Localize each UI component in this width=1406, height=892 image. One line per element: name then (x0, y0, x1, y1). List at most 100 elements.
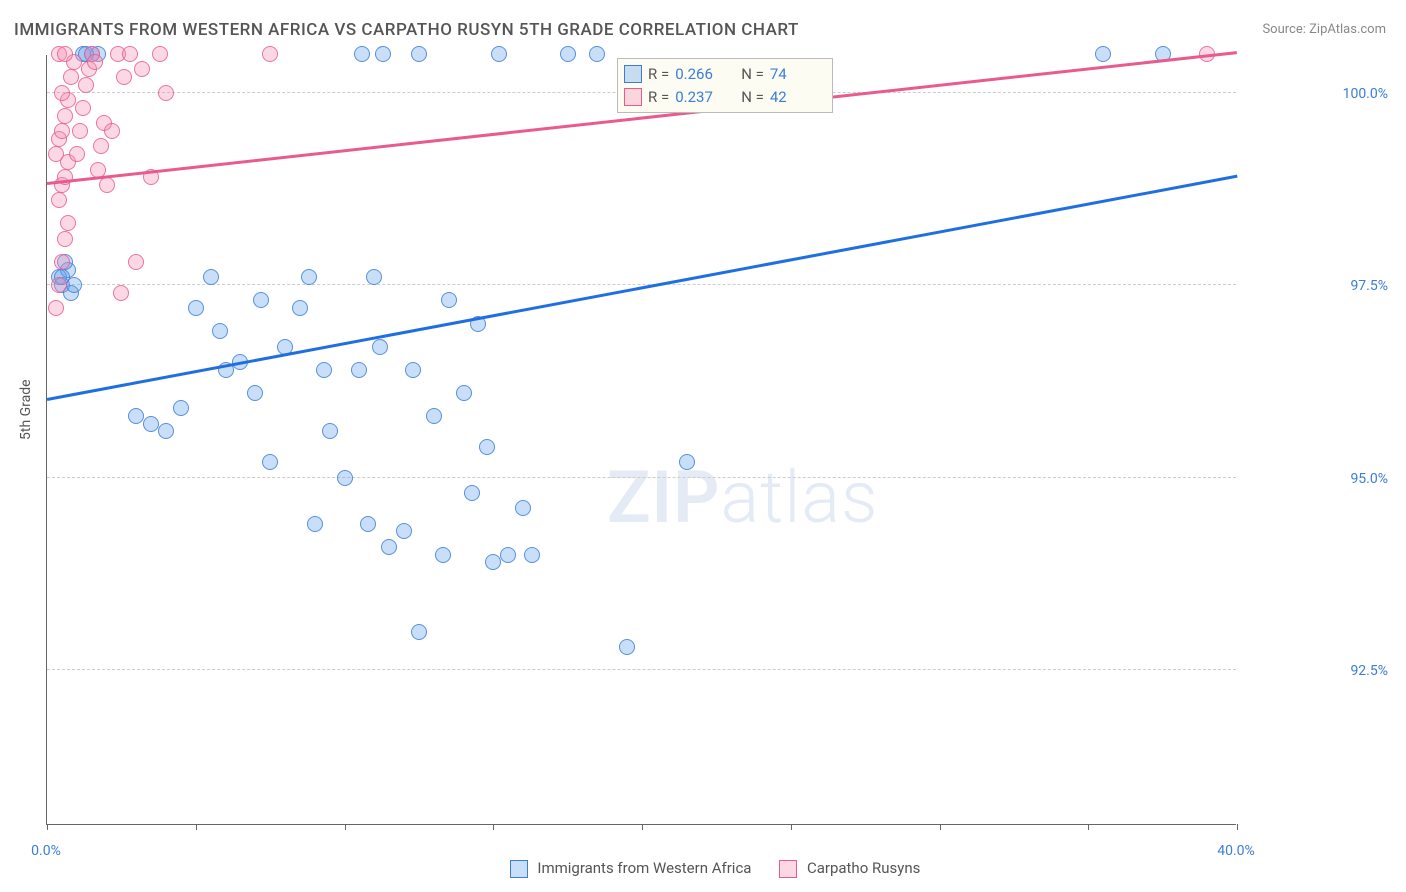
data-point (679, 454, 695, 470)
data-point (60, 215, 76, 231)
data-point (411, 624, 427, 640)
data-point (54, 254, 70, 270)
y-tick-label: 92.5% (1350, 663, 1388, 679)
n-value-series1: 74 (770, 63, 822, 86)
data-point (72, 123, 88, 139)
data-point (375, 46, 391, 62)
data-point (87, 54, 103, 70)
data-point (479, 439, 495, 455)
data-point (57, 46, 73, 62)
r-label: R = (648, 63, 669, 86)
y-tick-label: 97.5% (1350, 278, 1388, 294)
data-point (307, 516, 323, 532)
x-tick (1088, 824, 1089, 830)
data-point (188, 300, 204, 316)
watermark-bold: ZIP (607, 455, 720, 540)
r-value-series2: 0.237 (675, 86, 727, 109)
data-point (158, 85, 174, 101)
x-tick (642, 824, 643, 830)
data-point (51, 277, 67, 293)
data-point (57, 108, 73, 124)
data-point (316, 362, 332, 378)
data-point (66, 277, 82, 293)
data-point (372, 339, 388, 355)
data-point (619, 639, 635, 655)
data-point (411, 46, 427, 62)
watermark: ZIPatlas (607, 455, 879, 540)
data-point (441, 292, 457, 308)
data-point (464, 485, 480, 501)
data-point (212, 323, 228, 339)
data-point (456, 385, 472, 401)
data-point (322, 423, 338, 439)
data-point (515, 500, 531, 516)
data-point (253, 292, 269, 308)
stats-row-series2: R = 0.237 N = 42 (624, 86, 822, 109)
data-point (54, 85, 70, 101)
swatch-pink-icon (779, 860, 797, 878)
gridline (47, 477, 1236, 478)
data-point (51, 192, 67, 208)
x-tick (345, 824, 346, 830)
data-point (203, 269, 219, 285)
data-point (57, 231, 73, 247)
bottom-legend: Immigrants from Western Africa Carpatho … (0, 859, 1406, 878)
data-point (360, 516, 376, 532)
source-name: ZipAtlas.com (1309, 22, 1386, 37)
data-point (337, 470, 353, 486)
data-point (500, 547, 516, 563)
data-point (63, 69, 79, 85)
data-point (1095, 46, 1111, 62)
data-point (405, 362, 421, 378)
data-point (173, 400, 189, 416)
watermark-light: atlas (720, 455, 878, 540)
data-point (301, 269, 317, 285)
data-point (247, 385, 263, 401)
data-point (48, 146, 64, 162)
legend-series1-label: Immigrants from Western Africa (537, 859, 751, 877)
data-point (560, 46, 576, 62)
x-tick (791, 824, 792, 830)
data-point (354, 46, 370, 62)
y-axis-label: 5th Grade (18, 379, 34, 440)
data-point (366, 269, 382, 285)
stats-legend-box: R = 0.266 N = 74 R = 0.237 N = 42 (617, 58, 833, 113)
data-point (485, 554, 501, 570)
data-point (381, 539, 397, 555)
data-point (262, 46, 278, 62)
n-label: N = (741, 86, 764, 109)
data-point (104, 123, 120, 139)
data-point (158, 423, 174, 439)
chart-title: IMMIGRANTS FROM WESTERN AFRICA VS CARPAT… (14, 20, 799, 40)
data-point (93, 138, 109, 154)
data-point (99, 177, 115, 193)
x-tick-label: 40.0% (1217, 843, 1255, 859)
x-tick (196, 824, 197, 830)
stats-row-series1: R = 0.266 N = 74 (624, 63, 822, 86)
n-value-series2: 42 (770, 86, 822, 109)
plot-area: ZIPatlas (46, 55, 1236, 825)
data-point (69, 146, 85, 162)
data-point (396, 523, 412, 539)
y-tick-label: 95.0% (1350, 471, 1388, 487)
data-point (262, 454, 278, 470)
data-point (128, 408, 144, 424)
data-point (128, 254, 144, 270)
x-tick-label: 0.0% (31, 843, 61, 859)
n-label: N = (741, 63, 764, 86)
source-label: Source: (1262, 22, 1305, 37)
swatch-blue-icon (510, 860, 528, 878)
data-point (134, 61, 150, 77)
data-point (524, 547, 540, 563)
legend-series2-label: Carpatho Rusyns (807, 859, 920, 877)
y-tick-label: 100.0% (1343, 86, 1388, 102)
data-point (152, 46, 168, 62)
trend-line (47, 175, 1237, 401)
x-tick (940, 824, 941, 830)
data-point (116, 69, 132, 85)
data-point (54, 123, 70, 139)
data-point (78, 77, 94, 93)
x-tick (493, 824, 494, 830)
swatch-blue-icon (624, 65, 642, 83)
gridline (47, 284, 1236, 285)
